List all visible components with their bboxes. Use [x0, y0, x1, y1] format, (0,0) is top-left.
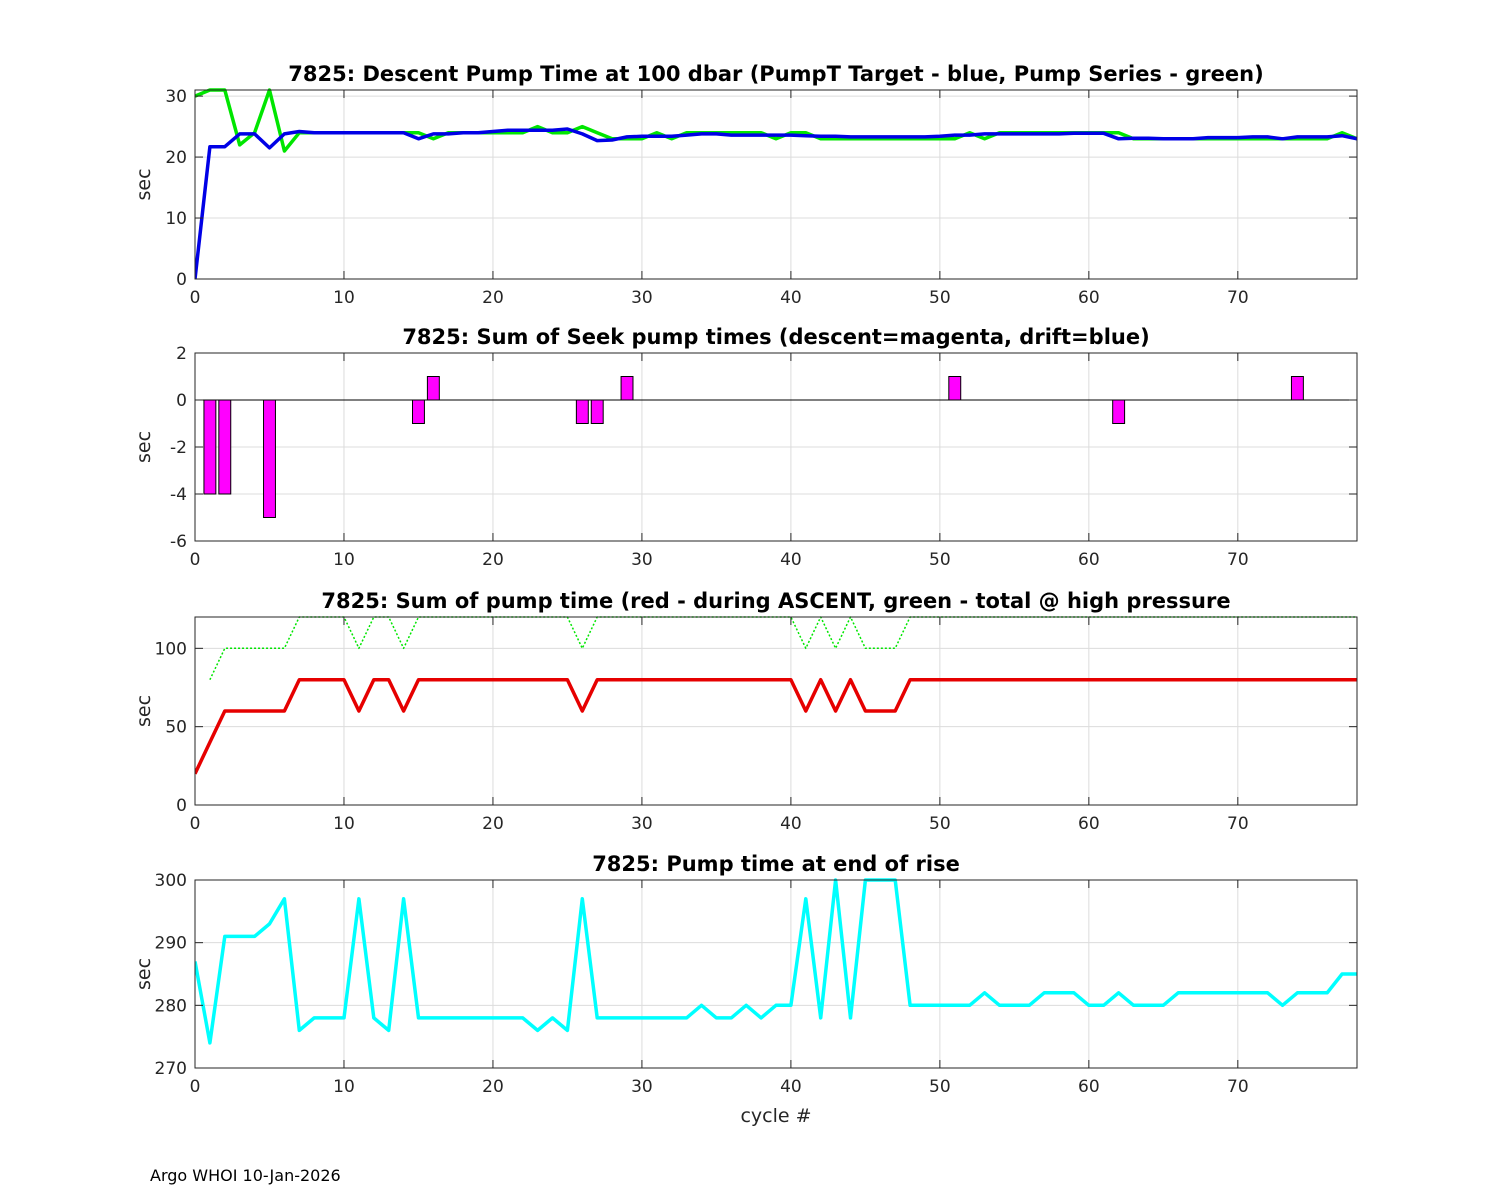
- x-tick-label: 40: [780, 550, 802, 570]
- x-tick-label: 20: [482, 1077, 504, 1097]
- bar: [1112, 399, 1126, 424]
- y-tick-label: 280: [155, 996, 187, 1016]
- data-layer: [195, 88, 1357, 280]
- x-tick-label: 60: [1078, 288, 1100, 308]
- plot-area: [195, 90, 1357, 279]
- x-tick-label: 20: [482, 814, 504, 834]
- bar: [412, 399, 425, 424]
- x-tick-label: 10: [333, 814, 355, 834]
- subplot-2: 0 10 20 30 40 50 60 70 -6 -4 -2 0 2 7825: Sum of Seek…: [133, 325, 1358, 570]
- x-tick-label: 50: [929, 814, 951, 834]
- x-tick-label: 10: [333, 1077, 355, 1097]
- subplot-4: 0 10 20 30 40 50 60 70 270 280 290 300 7825: Pump ti…: [133, 852, 1358, 1127]
- y-axis-label: sec: [133, 431, 155, 463]
- x-tick-label: 10: [333, 550, 355, 570]
- x-tick-label: 0: [190, 1077, 201, 1097]
- chart-title: 7825: Descent Pump Time at 100 dbar (Pum…: [288, 62, 1263, 86]
- bar: [1290, 376, 1304, 401]
- x-tick-label: 40: [780, 814, 802, 834]
- x-tick-label: 70: [1227, 814, 1249, 834]
- y-tick-label: 100: [155, 639, 187, 659]
- x-tick-label: 60: [1078, 1077, 1100, 1097]
- y-tick-label: 0: [176, 391, 187, 411]
- x-tick-label: 0: [190, 550, 201, 570]
- y-tick-label: 10: [165, 209, 187, 229]
- data-layer: [195, 878, 1357, 1045]
- y-axis-label: sec: [133, 695, 155, 727]
- plot-area: [195, 880, 1357, 1068]
- subplot-1: 0 10 20 30 40 50 60 70 0 10 20 30 7825: Descent Pump…: [133, 62, 1358, 308]
- bar: [575, 399, 589, 424]
- y-tick-label: 300: [155, 871, 187, 891]
- bar: [203, 399, 217, 495]
- x-tick-label: 0: [190, 814, 201, 834]
- axes-box: [194, 616, 1358, 806]
- y-tick-label: 290: [155, 934, 187, 954]
- bar: [620, 376, 634, 401]
- chart-title: 7825: Sum of pump time (red - during ASC…: [321, 589, 1230, 613]
- x-tick-label: 20: [482, 288, 504, 308]
- y-tick-label: -4: [170, 485, 187, 505]
- y-tick-label: 0: [176, 270, 187, 290]
- plot-area: [195, 617, 1357, 805]
- x-tick-label: 40: [780, 1077, 802, 1097]
- y-tick-label: 2: [176, 344, 187, 364]
- x-tick-label: 70: [1227, 288, 1249, 308]
- data-layer: [195, 376, 1357, 518]
- x-tick-label: 30: [631, 1077, 653, 1097]
- bar: [263, 399, 276, 518]
- y-tick-label: 50: [165, 718, 187, 738]
- x-tick-label: 70: [1227, 550, 1249, 570]
- chart-title: 7825: Sum of Seek pump times (descent=ma…: [402, 325, 1149, 349]
- y-axis-label: sec: [133, 168, 155, 200]
- footer-credit: Argo WHOI 10-Jan-2026: [150, 1166, 341, 1185]
- y-tick-label: 0: [176, 796, 187, 816]
- series-line-red: [195, 677, 1357, 775]
- y-tick-label: 20: [165, 148, 187, 168]
- x-tick-label: 60: [1078, 814, 1100, 834]
- bar: [218, 399, 232, 495]
- y-tick-label: 30: [165, 87, 187, 107]
- y-axis-label: sec: [133, 958, 155, 990]
- x-tick-label: 30: [631, 814, 653, 834]
- x-tick-label: 50: [929, 1077, 951, 1097]
- x-tick-label: 0: [190, 288, 201, 308]
- x-tick-label: 20: [482, 550, 504, 570]
- x-tick-label: 30: [631, 550, 653, 570]
- bar: [426, 376, 440, 401]
- axes-box: [194, 89, 1358, 280]
- axes-box: [194, 879, 1358, 1069]
- x-tick-label: 10: [333, 288, 355, 308]
- subplot-3: 0 10 20 30 40 50 60 70 0 50 100 7825: Sum of pump t…: [133, 589, 1358, 834]
- x-tick-label: 40: [780, 288, 802, 308]
- x-axis-label: cycle #: [740, 1105, 811, 1127]
- bar: [948, 376, 962, 401]
- bar: [590, 399, 604, 424]
- y-tick-label: -6: [170, 532, 187, 552]
- y-tick-label: -2: [170, 438, 187, 458]
- x-tick-label: 50: [929, 550, 951, 570]
- chart-title: 7825: Pump time at end of rise: [592, 852, 960, 876]
- y-tick-label: 270: [155, 1059, 187, 1079]
- series-line-cyan: [195, 878, 1357, 1045]
- x-tick-label: 70: [1227, 1077, 1249, 1097]
- x-tick-label: 50: [929, 288, 951, 308]
- x-tick-label: 60: [1078, 550, 1100, 570]
- x-tick-label: 30: [631, 288, 653, 308]
- series-line-blue: [195, 127, 1357, 280]
